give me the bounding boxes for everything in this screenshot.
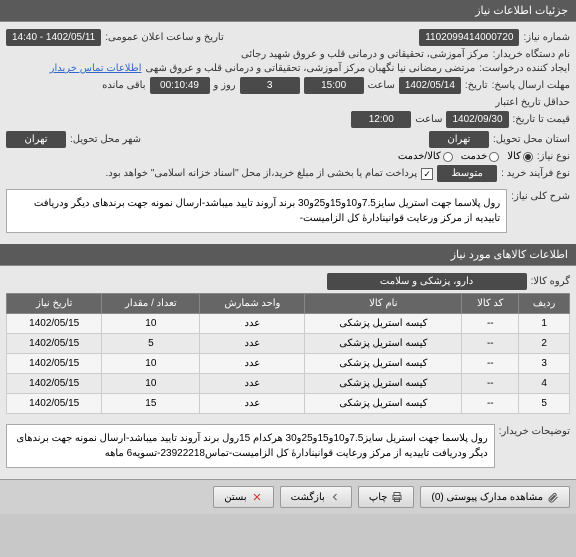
requester-label: ایجاد کننده درخواست: <box>479 63 570 74</box>
need-no-label: شماره نیاز: <box>523 32 570 43</box>
table-cell: 2 <box>519 334 570 354</box>
goods-table: ردیفکد کالانام کالاواحد شمارشتعداد / مقد… <box>6 293 570 414</box>
table-cell: عدد <box>200 374 305 394</box>
deadline-hour: 15:00 <box>304 77 364 94</box>
table-cell: عدد <box>200 354 305 374</box>
table-header: کد کالا <box>462 294 519 314</box>
group-label: گروه کالا: <box>531 276 570 287</box>
radio-icon <box>489 152 499 162</box>
credit-hour: 12:00 <box>351 111 411 128</box>
footer-bar: مشاهده مدارک پیوستی (0) چاپ بازگشت بستن <box>0 479 576 514</box>
radio-icon <box>443 152 453 162</box>
delivery-place-label: استان محل تحویل: <box>493 134 570 145</box>
need-no-value: 1102099414000720 <box>419 29 519 46</box>
credit-label2: قیمت تا تاریخ: <box>513 114 570 125</box>
buy-process-label: نوع فرآیند خرید : <box>501 168 570 179</box>
attachments-button[interactable]: مشاهده مدارک پیوستی (0) <box>420 486 570 508</box>
back-button[interactable]: بازگشت <box>280 486 352 508</box>
table-header: تعداد / مقدار <box>102 294 200 314</box>
table-cell: -- <box>462 354 519 374</box>
table-cell: 1402/05/15 <box>7 334 102 354</box>
table-cell: 1402/05/15 <box>7 394 102 414</box>
table-cell: 3 <box>519 354 570 374</box>
credit-label: حداقل تاریخ اعتبار <box>495 97 570 108</box>
table-header: تاریخ نیاز <box>7 294 102 314</box>
payment-checkbox[interactable]: ✓ <box>421 168 433 180</box>
attachment-icon <box>547 491 559 503</box>
table-row[interactable]: 5--کیسه استریل پزشکیعدد151402/05/15 <box>7 394 570 414</box>
table-cell: -- <box>462 314 519 334</box>
table-cell: عدد <box>200 334 305 354</box>
delivery-city: تهران <box>6 131 66 148</box>
table-cell: -- <box>462 334 519 354</box>
desc-text: رول پلاسما جهت استریل سایز7.5و10و15و25و3… <box>6 189 507 233</box>
deadline-hour-label: ساعت <box>368 80 395 91</box>
table-cell: 10 <box>102 354 200 374</box>
delivery-place: تهران <box>429 131 489 148</box>
group-value: دارو، پزشکی و سلامت <box>327 273 527 290</box>
deadline-date-lbl: تاریخ: <box>465 80 488 91</box>
table-cell: کیسه استریل پزشکی <box>305 314 462 334</box>
print-button[interactable]: چاپ <box>358 486 415 508</box>
deadline-label: مهلت ارسال پاسخ: <box>492 80 570 91</box>
table-cell: -- <box>462 394 519 414</box>
table-cell: 1402/05/15 <box>7 354 102 374</box>
details-header: جزئیات اطلاعات نیاز <box>0 0 576 22</box>
table-cell: 1402/05/15 <box>7 314 102 334</box>
requester-value: مرتضی رمضانی نیا نگهبان مرکز آموزشی، تحق… <box>146 63 476 74</box>
table-cell: کیسه استریل پزشکی <box>305 394 462 414</box>
table-header: ردیف <box>519 294 570 314</box>
buyer-label: نام دستگاه خریدار: <box>493 49 570 60</box>
goods-header: اطلاعات کالاهای مورد نیاز <box>0 244 576 266</box>
table-cell: -- <box>462 374 519 394</box>
buyer-value: مرکز آموزشی، تحقیقاتی و درمانی قلب و عرو… <box>241 49 489 60</box>
table-row[interactable]: 1--کیسه استریل پزشکیعدد101402/05/15 <box>7 314 570 334</box>
table-cell: 4 <box>519 374 570 394</box>
remain-label: باقی مانده <box>102 80 145 91</box>
back-icon <box>329 491 341 503</box>
form-section: شماره نیاز: 1102099414000720 تاریخ و ساع… <box>0 22 576 244</box>
table-cell: عدد <box>200 394 305 414</box>
radio-service[interactable]: خدمت <box>461 151 500 162</box>
table-row[interactable]: 4--کیسه استریل پزشکیعدد101402/05/15 <box>7 374 570 394</box>
table-cell: عدد <box>200 314 305 334</box>
table-row[interactable]: 2--کیسه استریل پزشکیعدد51402/05/15 <box>7 334 570 354</box>
table-cell: 1 <box>519 314 570 334</box>
credit-hour-label: ساعت <box>415 114 442 125</box>
table-cell: 15 <box>102 394 200 414</box>
deadline-date: 1402/05/14 <box>399 77 461 94</box>
announce-label: تاریخ و ساعت اعلان عمومی: <box>105 32 224 43</box>
table-cell: 5 <box>102 334 200 354</box>
print-icon <box>391 491 403 503</box>
contact-link[interactable]: اطلاعات تماس خریدار <box>50 63 142 74</box>
table-cell: 1402/05/15 <box>7 374 102 394</box>
buyer-notes: رول پلاسما جهت استریل سایز7.5و10و15و25و3… <box>6 424 495 468</box>
table-header: واحد شمارش <box>200 294 305 314</box>
desc-label: شرح کلی نیاز: <box>511 185 570 202</box>
close-icon <box>251 491 263 503</box>
table-cell: 5 <box>519 394 570 414</box>
table-cell: کیسه استریل پزشکی <box>305 334 462 354</box>
announce-value: 1402/05/11 - 14:40 <box>6 29 101 46</box>
table-cell: کیسه استریل پزشکی <box>305 354 462 374</box>
radio-goods[interactable]: کالا <box>507 151 533 162</box>
need-type-label: نوع نیاز: <box>537 151 570 162</box>
delivery-city-label: شهر محل تحویل: <box>70 134 141 145</box>
days-label: روز و <box>214 80 236 91</box>
close-button[interactable]: بستن <box>213 486 273 508</box>
payment-note: پرداخت تمام یا بخشی از مبلغ خرید،از محل … <box>106 168 418 179</box>
need-type-radios: کالا خدمت کالا/خدمت <box>398 151 533 162</box>
remain-value: 00:10:49 <box>150 77 210 94</box>
buyer-notes-label: توضیحات خریدار: <box>499 420 570 437</box>
table-row[interactable]: 3--کیسه استریل پزشکیعدد101402/05/15 <box>7 354 570 374</box>
days-value: 3 <box>240 77 300 94</box>
table-cell: 10 <box>102 374 200 394</box>
table-cell: کیسه استریل پزشکی <box>305 374 462 394</box>
buy-process: متوسط <box>437 165 497 182</box>
credit-date: 1402/09/30 <box>446 111 508 128</box>
radio-both[interactable]: کالا/خدمت <box>398 151 453 162</box>
table-cell: 10 <box>102 314 200 334</box>
table-header: نام کالا <box>305 294 462 314</box>
radio-icon <box>523 152 533 162</box>
